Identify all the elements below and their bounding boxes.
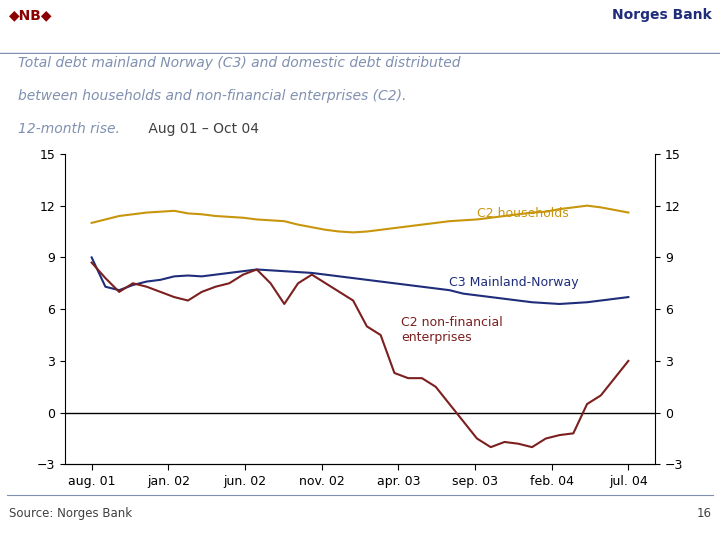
Text: Source: Norges Bank: Source: Norges Bank <box>9 507 132 520</box>
Text: ◆NB◆: ◆NB◆ <box>9 8 52 22</box>
Text: C2 households: C2 households <box>477 207 569 220</box>
Text: 12-month rise.: 12-month rise. <box>18 122 120 136</box>
Text: C2 non-financial
enterprises: C2 non-financial enterprises <box>401 316 503 344</box>
Text: Total debt mainland Norway (C3) and domestic debt distributed: Total debt mainland Norway (C3) and dome… <box>18 56 461 70</box>
Text: Aug 01 – Oct 04: Aug 01 – Oct 04 <box>144 122 259 136</box>
Text: between households and non-financial enterprises (C2).: between households and non-financial ent… <box>18 89 406 103</box>
Text: C3 Mainland-Norway: C3 Mainland-Norway <box>449 276 579 289</box>
Text: 16: 16 <box>696 507 711 520</box>
Text: Norges Bank: Norges Bank <box>611 8 711 22</box>
